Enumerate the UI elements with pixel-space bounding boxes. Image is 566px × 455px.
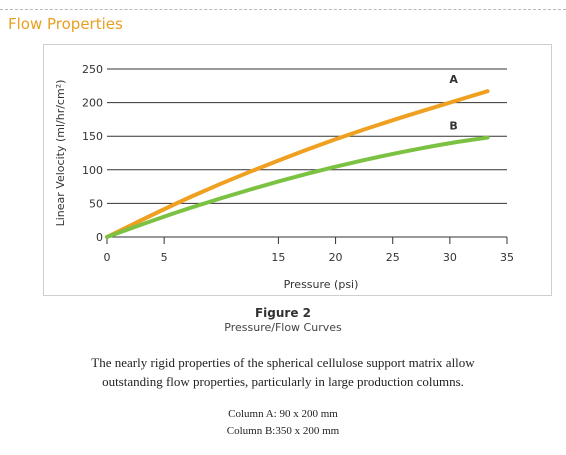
series-label-b: B	[449, 120, 457, 133]
y-tick-label: 100	[82, 164, 103, 177]
x-tick-label: 15	[271, 251, 285, 264]
x-tick-label: 30	[443, 251, 457, 264]
figure-frame	[43, 44, 552, 296]
pressure-flow-chart: 250 200 150 100 50 00 5 15 20 25 30 35 Pressure (psi…	[54, 63, 514, 291]
y-tick-label: 150	[82, 130, 103, 143]
y-tick-label: 250	[82, 63, 103, 76]
y-axis-title: Linear Velocity (ml/hr/cm²)	[54, 80, 67, 227]
figure-subtitle: Pressure/Flow Curves	[224, 321, 342, 334]
series-line-a	[105, 89, 490, 239]
x-axis-title: Pressure (psi)	[284, 278, 359, 291]
description: The nearly rigid properties of the spher…	[0, 353, 566, 391]
figure-title: Figure 2	[254, 306, 312, 320]
column-b-note: Column B:350 x 200 mm	[226, 425, 340, 437]
y-tick-label: 200	[82, 97, 103, 110]
description-line-2: outstanding flow properties, particularl…	[102, 374, 464, 389]
top-dashed-rule	[0, 9, 566, 10]
column-notes: Column A: 90 x 200 mm Column B:350 x 200…	[0, 406, 566, 440]
series-line-b	[105, 135, 490, 239]
series-label-a: A	[449, 73, 458, 86]
column-a-note: Column A: 90 x 200 mm	[228, 408, 338, 420]
x-tick-label: 35	[500, 251, 514, 264]
y-tick-label: 50	[89, 197, 103, 210]
x-tick-label: 5	[161, 251, 168, 264]
section-title: Flow Properties	[8, 15, 123, 33]
x-tick-label: 0	[104, 251, 111, 264]
x-tick-label: 20	[329, 251, 343, 264]
y-tick-label: 0	[96, 231, 103, 244]
description-line-1: The nearly rigid properties of the spher…	[91, 355, 475, 370]
x-tick-label: 25	[386, 251, 400, 264]
